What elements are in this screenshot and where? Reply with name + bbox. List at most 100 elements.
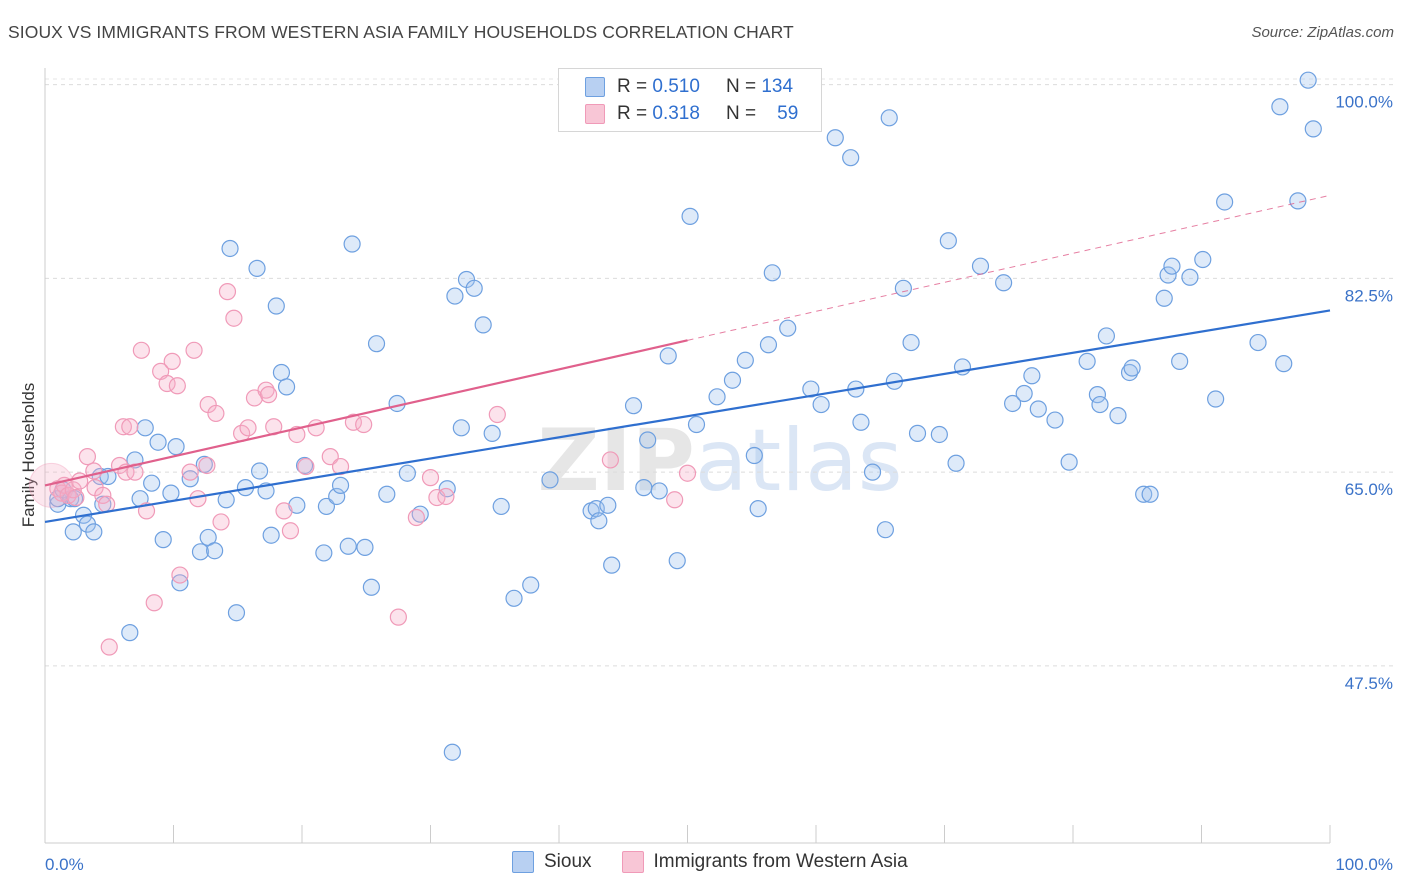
sioux-point-33 xyxy=(262,526,280,544)
sioux-point-43 xyxy=(331,476,350,494)
western-asia-point-48 xyxy=(344,413,362,431)
sioux-point-122 xyxy=(1171,352,1189,370)
sioux-point-110 xyxy=(1078,352,1096,370)
sioux-point-27 xyxy=(217,491,235,509)
sioux-point-12 xyxy=(121,624,139,642)
sioux-point-42 xyxy=(328,487,346,506)
sioux-point-44 xyxy=(339,537,357,555)
sioux-point-68 xyxy=(599,496,617,514)
sioux-point-87 xyxy=(812,395,830,414)
sioux-point-80 xyxy=(736,351,754,369)
sioux-point-72 xyxy=(639,431,657,449)
sioux-point-84 xyxy=(763,264,781,282)
sioux-point-132 xyxy=(1271,98,1289,116)
sioux-legend-swatch-icon xyxy=(512,851,534,873)
sioux-point-107 xyxy=(1029,400,1047,418)
sioux-point-45 xyxy=(343,235,361,253)
sioux-point-74 xyxy=(659,347,677,365)
sioux-point-99 xyxy=(939,232,957,250)
sioux-point-19 xyxy=(162,484,180,502)
sioux-point-49 xyxy=(378,485,396,503)
western-asia-r-value: 0.318 xyxy=(652,103,700,124)
sioux-point-62 xyxy=(505,589,523,607)
western-asia-point-57 xyxy=(601,451,620,469)
sioux-point-51 xyxy=(398,464,416,482)
western-asia-point-49 xyxy=(355,415,373,434)
sioux-r-value: 0.510 xyxy=(652,76,700,97)
sioux-n-value: 134 xyxy=(761,76,794,97)
sioux-point-60 xyxy=(483,424,501,442)
sioux-point-123 xyxy=(1181,268,1199,286)
sioux-point-64 xyxy=(541,471,559,489)
western-asia-point-36 xyxy=(239,419,257,437)
sioux-point-39 xyxy=(295,456,314,475)
western-asia-trend-line xyxy=(44,339,688,487)
sioux-point-54 xyxy=(443,743,461,761)
western-asia-n-value: 59 xyxy=(777,103,799,124)
sioux-point-38 xyxy=(288,496,306,514)
sioux-point-121 xyxy=(1163,257,1181,275)
sioux-point-17 xyxy=(149,433,167,451)
sioux-point-112 xyxy=(1091,395,1109,414)
sioux-point-78 xyxy=(708,388,726,406)
x-tick-label-0: 0.0% xyxy=(45,855,84,874)
western-asia-point-24 xyxy=(168,377,186,395)
western-asia-point-41 xyxy=(275,502,293,520)
chart-title: SIOUX VS IMMIGRANTS FROM WESTERN ASIA FA… xyxy=(8,22,794,42)
sioux-point-91 xyxy=(863,463,882,481)
western-asia-point-58 xyxy=(421,469,440,487)
sioux-point-22 xyxy=(181,470,199,488)
western-asia-point-44 xyxy=(297,457,315,476)
western-asia-point-50 xyxy=(389,608,407,626)
sioux-point-86 xyxy=(802,380,820,398)
western-asia-point-16 xyxy=(121,418,139,436)
western-asia-point-55 xyxy=(678,464,697,482)
sioux-point-90 xyxy=(852,413,870,431)
western-asia-point-25 xyxy=(171,566,189,584)
sioux-point-124 xyxy=(1194,250,1212,269)
sioux-point-126 xyxy=(1216,193,1234,211)
series-legend-western-asia: Immigrants from Western Asia xyxy=(621,851,908,873)
western-asia-point-26 xyxy=(181,463,199,481)
sioux-point-55 xyxy=(446,287,464,305)
sioux-point-50 xyxy=(388,394,406,413)
western-asia-legend-label: Immigrants from Western Asia xyxy=(653,851,908,872)
stats-legend: R = 0.510 N = 134 R = 0.318 N = 59 xyxy=(558,68,822,132)
sioux-swatch-icon xyxy=(585,77,605,97)
sioux-point-95 xyxy=(894,279,912,297)
western-asia-point-18 xyxy=(132,341,150,359)
sioux-point-75 xyxy=(668,552,686,570)
sioux-point-97 xyxy=(908,424,927,442)
stats-legend-row-sioux: R = 0.510 N = 134 xyxy=(585,75,793,99)
western-asia-point-27 xyxy=(185,341,203,359)
sioux-point-20 xyxy=(167,438,185,456)
sioux-point-18 xyxy=(154,531,172,549)
sioux-point-69 xyxy=(603,556,621,574)
y-tick-label-3: 47.5% xyxy=(1345,674,1393,693)
sioux-point-29 xyxy=(227,604,246,622)
sioux-point-56 xyxy=(452,419,470,437)
sioux-point-102 xyxy=(971,257,990,275)
sioux-point-85 xyxy=(779,319,797,337)
western-asia-point-54 xyxy=(488,405,506,424)
sioux-point-41 xyxy=(317,497,336,516)
sioux-point-129 xyxy=(1289,192,1307,210)
sioux-trend-line xyxy=(44,309,1331,524)
sioux-point-16 xyxy=(143,474,161,492)
western-asia-point-33 xyxy=(218,283,237,301)
western-asia-trend-extension xyxy=(687,194,1331,341)
sioux-point-127 xyxy=(1249,333,1267,352)
sioux-point-48 xyxy=(367,335,386,353)
sioux-point-130 xyxy=(1299,71,1317,89)
sioux-point-35 xyxy=(267,297,285,315)
western-asia-point-29 xyxy=(198,456,216,475)
sioux-point-117 xyxy=(1135,485,1153,503)
western-asia-n-label: N = xyxy=(725,103,757,124)
sioux-point-82 xyxy=(749,500,767,518)
western-asia-point-39 xyxy=(259,386,278,404)
y-tick-label-2: 65.0% xyxy=(1345,480,1393,499)
sioux-point-77 xyxy=(687,415,706,434)
sioux-r-label: R = xyxy=(617,76,648,97)
sioux-point-119 xyxy=(1155,289,1173,307)
sioux-point-108 xyxy=(1046,411,1064,429)
